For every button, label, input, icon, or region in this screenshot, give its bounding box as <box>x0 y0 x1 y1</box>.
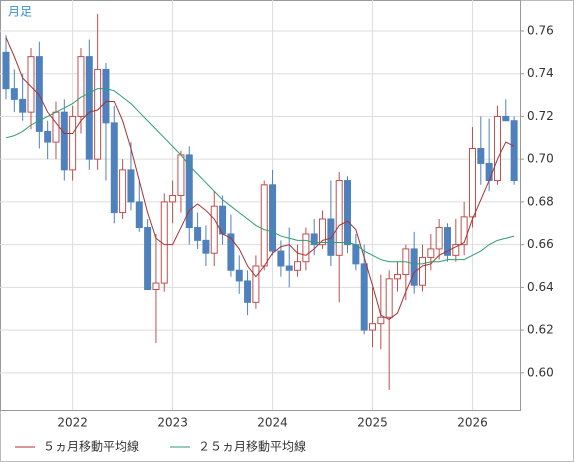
y-tick-label: 0.70 <box>527 152 554 166</box>
candle-body <box>493 115 501 182</box>
candle-body <box>110 122 118 214</box>
y-tick-label: 0.74 <box>527 66 554 80</box>
candle-body <box>394 274 402 280</box>
candle-body <box>19 98 27 113</box>
candle-body <box>369 323 377 331</box>
candle-body <box>85 56 93 160</box>
candle-body <box>360 263 368 331</box>
x-tick-label: 2023 <box>157 416 188 430</box>
candle-body <box>277 250 285 267</box>
candle-body <box>294 261 302 271</box>
candle-body <box>427 248 435 258</box>
moving-average-line <box>5 37 515 321</box>
candle-body <box>485 162 493 182</box>
candle-body <box>77 56 85 117</box>
candle-body <box>94 68 102 160</box>
candle-body <box>269 184 277 252</box>
x-tick-label: 2025 <box>357 416 388 430</box>
candle-body <box>44 130 52 143</box>
candle-body <box>419 256 426 286</box>
candle-body <box>319 218 327 246</box>
candle-body <box>119 169 127 214</box>
candle-body <box>235 269 243 282</box>
candle-body <box>377 316 385 325</box>
y-tick-label: 0.66 <box>527 237 554 251</box>
y-tick-label: 0.64 <box>527 280 554 294</box>
candle-body <box>227 233 235 271</box>
candle-body <box>69 115 77 171</box>
candle-body <box>127 169 135 203</box>
candle-body <box>35 56 43 132</box>
x-tick-label: 2024 <box>257 416 288 430</box>
candle-body <box>477 147 485 164</box>
legend-label: ５ヵ月移動平均線 <box>43 439 139 454</box>
candle-body <box>443 227 451 256</box>
x-tick-label: 2026 <box>457 416 488 430</box>
y-tick-label: 0.62 <box>527 323 554 337</box>
candle-body <box>252 265 260 303</box>
candle-body <box>327 218 335 256</box>
candle-body <box>410 248 418 286</box>
candle-body <box>194 227 202 241</box>
candle-body <box>210 205 218 254</box>
candle-body <box>102 68 110 124</box>
y-tick-label: 0.72 <box>527 109 554 123</box>
candle-body <box>435 227 443 250</box>
candle-body <box>169 194 177 203</box>
plot-area <box>0 0 521 411</box>
legend-label: ２５ヵ月移動平均線 <box>198 439 306 454</box>
candle-body <box>152 282 160 290</box>
candle-body <box>344 180 352 246</box>
moving-average-line <box>5 88 515 265</box>
candle-body <box>244 280 252 303</box>
candle-body <box>177 154 185 196</box>
candle-body <box>452 244 460 256</box>
candle-body <box>502 115 510 122</box>
y-tick-label: 0.68 <box>527 194 554 208</box>
candle-body <box>285 265 293 271</box>
candle-body <box>352 244 360 265</box>
candle-body <box>260 184 268 267</box>
candle-body <box>385 278 393 318</box>
y-tick-label: 0.60 <box>527 365 554 379</box>
candle-body <box>510 120 518 182</box>
candle-body <box>185 154 193 229</box>
candle-body <box>460 216 468 246</box>
candle-body <box>335 180 343 256</box>
candle-body <box>27 56 35 113</box>
candle-body <box>144 227 152 290</box>
chart-label: 月足 <box>8 5 32 19</box>
candle-body <box>60 111 68 171</box>
candle-body <box>302 233 310 263</box>
candle-body <box>202 239 210 254</box>
candle-body <box>2 51 10 90</box>
candle-body <box>310 233 318 246</box>
y-tick-label: 0.76 <box>527 23 554 37</box>
candle-body <box>468 147 476 218</box>
candle-body <box>52 111 60 143</box>
candle-body <box>135 201 143 229</box>
candle-body <box>10 88 18 100</box>
x-tick-label: 2022 <box>57 416 88 430</box>
